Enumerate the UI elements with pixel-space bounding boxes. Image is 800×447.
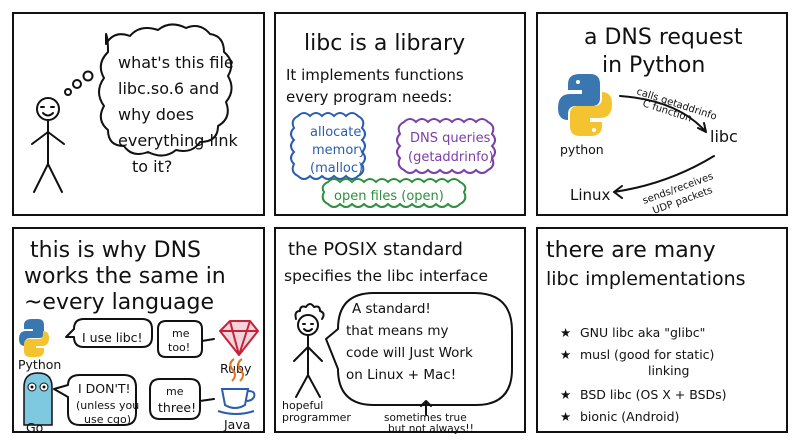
bubble-allocate-3: (malloc)	[310, 161, 363, 176]
bubble-files: open files (open)	[334, 189, 444, 204]
thought-line-5: to it?	[132, 157, 172, 176]
bubble-dns-2: (getaddrinfo)	[408, 150, 494, 165]
thought-cloud	[98, 23, 233, 157]
impl-bsd: BSD libc (OS X + BSDs)	[580, 387, 727, 402]
speech-line-3: code will Just Work	[346, 345, 473, 361]
panel5-title-2: specifies the libc interface	[284, 267, 488, 285]
libc-label: libc	[710, 127, 738, 146]
thought-line-4: everything link	[118, 131, 238, 150]
panel-posix-standard: the POSIX standard specifies the libc in…	[274, 227, 526, 435]
go-gopher-icon	[23, 372, 53, 426]
panel-libc-implementations: there are many libc implementations ★ GN…	[536, 227, 788, 433]
bullet-star-icon: ★	[560, 325, 571, 340]
panel4-title-2: works the same in	[24, 264, 226, 289]
bubble-dns-1: DNS queries	[410, 131, 491, 146]
impl-musl-2: linking	[648, 363, 689, 378]
bullet-star-icon: ★	[560, 347, 571, 362]
panel-libc-question: what's this file libc.so.6 and why does …	[12, 12, 265, 216]
thought-line-2: libc.so.6 and	[118, 79, 219, 98]
panel4-title-3: ~every language	[24, 290, 214, 315]
panel5-title-1: the POSIX standard	[288, 239, 463, 260]
panel2-title: libc is a library	[304, 31, 465, 56]
speech-line-1: A standard!	[352, 301, 431, 317]
java-speech-bubble	[149, 378, 215, 420]
bubble-dns-outline	[396, 118, 496, 174]
programmer-label-1: hopeful	[282, 399, 323, 412]
panel5-drawing: the POSIX standard specifies the libc in…	[282, 239, 513, 435]
bubble-files-outline	[321, 178, 467, 208]
bubble-allocate-1: allocate	[310, 125, 361, 140]
panel3-title-2: in Python	[602, 53, 705, 78]
bullet-star-icon: ★	[560, 387, 571, 402]
stick-figure-face	[40, 106, 55, 117]
footnote-2: but not always!!	[388, 423, 474, 435]
linux-label: Linux	[570, 186, 611, 204]
java-speech-2: three!	[158, 400, 196, 415]
arrow-libc-to-linux	[613, 155, 715, 199]
footnote-arrow	[420, 400, 432, 416]
speech-line-4: on Linux + Mac!	[346, 367, 456, 383]
go-speech-1: I DON'T!	[78, 381, 131, 396]
go-speech-bubble	[53, 374, 137, 426]
stick-figure-body	[31, 119, 65, 193]
panel-dns-python: a DNS request in Python python calls get…	[536, 12, 788, 217]
java-lang-label: Java	[223, 417, 250, 432]
programmer-face	[302, 323, 314, 332]
bubble-allocate-outline	[290, 112, 366, 180]
ruby-speech-1: me	[172, 327, 190, 340]
impl-glibc: GNU libc aka "glibc"	[580, 325, 705, 340]
python-logo-icon	[558, 74, 612, 136]
python-speech-bubble	[65, 318, 153, 348]
bullet-star-icon: ★	[560, 409, 571, 424]
ruby-speech-bubble	[157, 320, 215, 358]
stick-figure-head	[36, 97, 60, 121]
thought-line-3: why does	[118, 105, 194, 124]
python-logo-icon	[19, 319, 49, 357]
programmer-body	[293, 334, 323, 398]
java-cup-icon	[217, 358, 256, 415]
java-speech-1: me	[166, 385, 184, 398]
ruby-gem-icon	[219, 320, 259, 356]
go-speech-3: use cgo)	[84, 413, 131, 426]
panel2-intro-1: It implements functions	[286, 66, 464, 84]
thought-dot	[64, 88, 72, 96]
panel3-title-1: a DNS request	[584, 25, 743, 50]
panel4-drawing: this is why DNS works the same in ~every…	[18, 238, 259, 435]
impl-bionic: bionic (Android)	[580, 409, 679, 424]
panel-libc-library: libc is a library It implements function…	[274, 12, 526, 216]
panel6-title-2: libc implementations	[546, 268, 746, 290]
programmer-label-2: programmer	[282, 411, 351, 424]
python-lang-label: Python	[18, 357, 61, 372]
go-lang-label: Go	[26, 420, 43, 435]
impl-musl: musl (good for static)	[580, 347, 714, 362]
python-label: python	[560, 142, 604, 157]
thought-dot	[72, 79, 82, 89]
python-speech: I use libc!	[82, 330, 143, 345]
ruby-speech-2: too!	[168, 341, 190, 354]
ruby-lang-label: Ruby	[220, 361, 252, 376]
panel3-drawing: a DNS request in Python python calls get…	[558, 25, 743, 217]
thought-dot	[82, 70, 94, 82]
programmer-speech-bubble	[325, 292, 513, 406]
speech-line-2: that means my	[346, 323, 448, 339]
hair	[294, 303, 325, 320]
footnote-1: sometimes true	[384, 412, 467, 424]
panel4-title-1: this is why DNS	[30, 238, 201, 263]
panel1-drawing: what's this file libc.so.6 and why does …	[31, 23, 238, 193]
thought-line-1: what's this file	[118, 53, 234, 72]
arrow-python-to-libc	[619, 95, 707, 133]
panel-dns-every-language: this is why DNS works the same in ~every…	[12, 227, 265, 435]
go-speech-2: (unless you	[76, 399, 139, 412]
panel2-intro-2: every program needs:	[286, 88, 452, 106]
panel6-drawing: there are many libc implementations ★ GN…	[546, 238, 746, 424]
bubble-allocate-2: memory	[312, 143, 367, 158]
panel6-title-1: there are many	[546, 238, 716, 263]
panel2-drawing: libc is a library It implements function…	[286, 31, 496, 208]
